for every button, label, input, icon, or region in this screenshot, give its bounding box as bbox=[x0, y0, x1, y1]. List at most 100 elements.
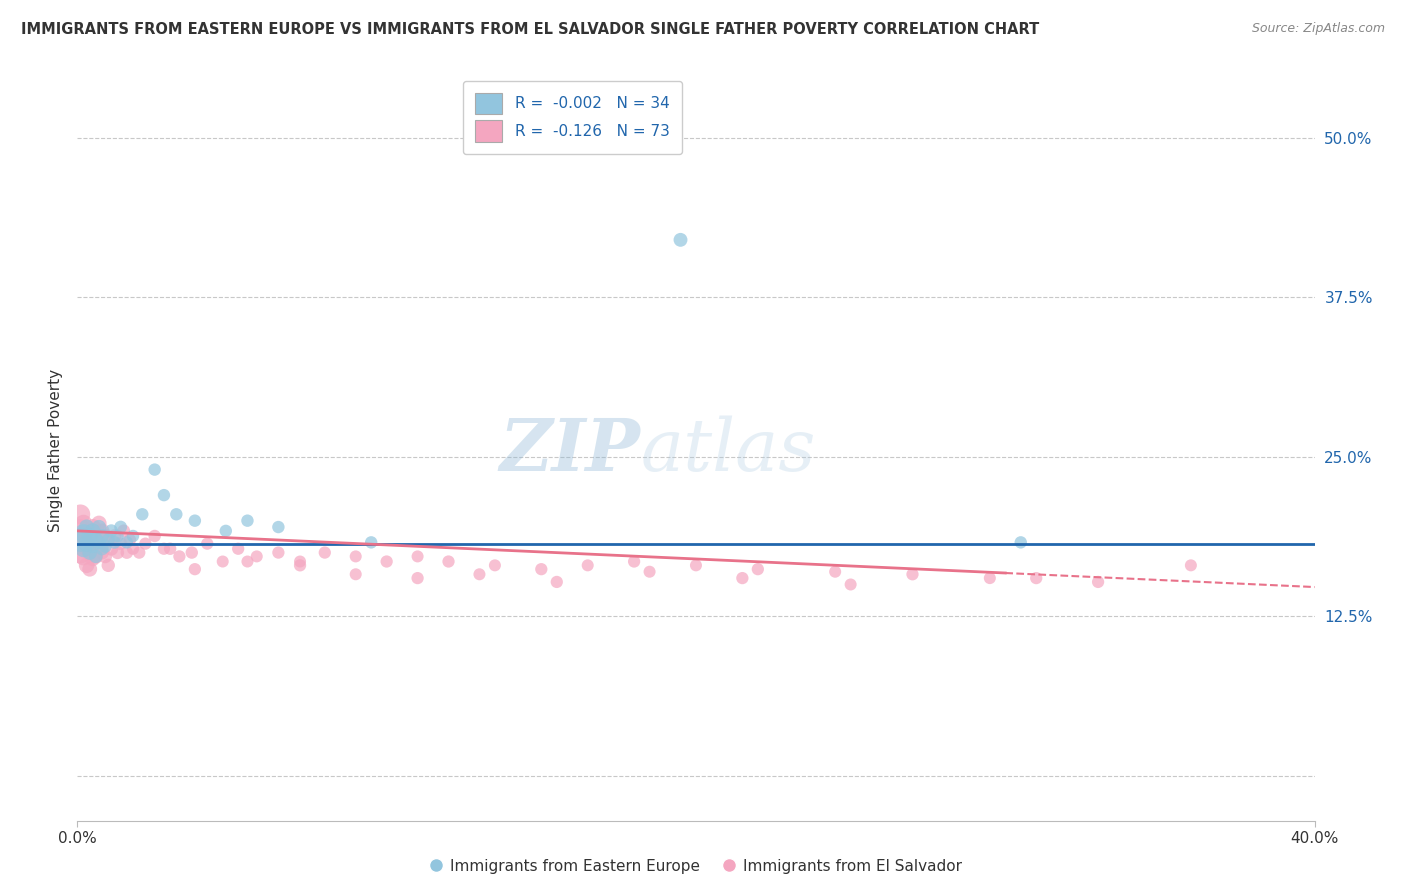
Point bbox=[484, 558, 506, 573]
Point bbox=[94, 529, 117, 543]
Point bbox=[91, 529, 114, 543]
Point bbox=[110, 520, 132, 534]
Point bbox=[901, 567, 924, 582]
Point bbox=[546, 574, 568, 589]
Text: Source: ZipAtlas.com: Source: ZipAtlas.com bbox=[1251, 22, 1385, 36]
Text: IMMIGRANTS FROM EASTERN EUROPE VS IMMIGRANTS FROM EL SALVADOR SINGLE FATHER POVE: IMMIGRANTS FROM EASTERN EUROPE VS IMMIGR… bbox=[21, 22, 1039, 37]
Point bbox=[91, 524, 114, 538]
Point bbox=[638, 565, 661, 579]
Point bbox=[76, 536, 98, 550]
Point bbox=[84, 533, 107, 547]
Point bbox=[87, 539, 110, 553]
Point bbox=[76, 520, 98, 534]
Point bbox=[91, 545, 114, 559]
Point bbox=[87, 535, 110, 549]
Point bbox=[72, 516, 94, 531]
Point bbox=[72, 541, 94, 556]
Point bbox=[97, 533, 120, 547]
Point bbox=[184, 514, 207, 528]
Point bbox=[184, 562, 207, 576]
Point bbox=[169, 549, 191, 564]
Point bbox=[143, 529, 166, 543]
Point bbox=[107, 545, 129, 559]
Point bbox=[226, 541, 249, 556]
Point bbox=[747, 562, 769, 576]
Point bbox=[267, 520, 290, 534]
Point bbox=[122, 541, 145, 556]
Point bbox=[1025, 571, 1047, 585]
Point bbox=[131, 508, 153, 522]
Point bbox=[87, 520, 110, 534]
Point bbox=[115, 545, 138, 559]
Point bbox=[344, 567, 367, 582]
Point bbox=[314, 545, 336, 559]
Point bbox=[236, 514, 259, 528]
Point bbox=[143, 462, 166, 476]
Text: atlas: atlas bbox=[640, 415, 815, 486]
Point bbox=[110, 536, 132, 550]
Point bbox=[97, 558, 120, 573]
Point bbox=[1180, 558, 1202, 573]
Point bbox=[1010, 535, 1032, 549]
Point bbox=[731, 571, 754, 585]
Point bbox=[406, 549, 429, 564]
Point bbox=[82, 552, 104, 566]
Legend: Immigrants from Eastern Europe, Immigrants from El Salvador: Immigrants from Eastern Europe, Immigran… bbox=[425, 853, 967, 880]
Point bbox=[103, 535, 125, 549]
Point bbox=[79, 545, 101, 559]
Point bbox=[76, 526, 98, 541]
Point bbox=[211, 554, 233, 569]
Point bbox=[107, 529, 129, 543]
Point bbox=[69, 524, 91, 538]
Point bbox=[215, 524, 238, 538]
Point bbox=[100, 524, 122, 538]
Point bbox=[360, 535, 382, 549]
Point bbox=[288, 558, 311, 573]
Point bbox=[72, 526, 94, 541]
Point bbox=[153, 541, 176, 556]
Point bbox=[153, 488, 176, 502]
Point bbox=[165, 508, 187, 522]
Point bbox=[375, 554, 398, 569]
Point bbox=[530, 562, 553, 576]
Point bbox=[79, 545, 101, 559]
Point bbox=[824, 565, 846, 579]
Point bbox=[69, 533, 91, 547]
Point bbox=[84, 549, 107, 564]
Point bbox=[72, 549, 94, 564]
Point bbox=[236, 554, 259, 569]
Y-axis label: Single Father Poverty: Single Father Poverty bbox=[48, 369, 63, 532]
Point bbox=[79, 529, 101, 543]
Point bbox=[437, 554, 460, 569]
Point bbox=[685, 558, 707, 573]
Point bbox=[76, 541, 98, 556]
Point bbox=[69, 545, 91, 559]
Point bbox=[1087, 574, 1109, 589]
Point bbox=[180, 545, 202, 559]
Point bbox=[79, 562, 101, 576]
Point bbox=[122, 529, 145, 543]
Text: ZIP: ZIP bbox=[499, 415, 640, 486]
Point bbox=[112, 524, 135, 538]
Point bbox=[195, 536, 218, 550]
Point bbox=[246, 549, 269, 564]
Point bbox=[344, 549, 367, 564]
Point bbox=[82, 536, 104, 550]
Point bbox=[839, 577, 862, 591]
Point bbox=[69, 508, 91, 522]
Point bbox=[134, 536, 156, 550]
Point bbox=[576, 558, 599, 573]
Point bbox=[87, 516, 110, 531]
Point bbox=[103, 529, 125, 543]
Point bbox=[79, 529, 101, 543]
Point bbox=[84, 529, 107, 543]
Point bbox=[72, 533, 94, 547]
Point bbox=[159, 541, 181, 556]
Point bbox=[288, 554, 311, 569]
Point bbox=[128, 545, 150, 559]
Point bbox=[979, 571, 1001, 585]
Point bbox=[97, 533, 120, 547]
Point bbox=[82, 524, 104, 538]
Point bbox=[669, 233, 692, 247]
Point bbox=[406, 571, 429, 585]
